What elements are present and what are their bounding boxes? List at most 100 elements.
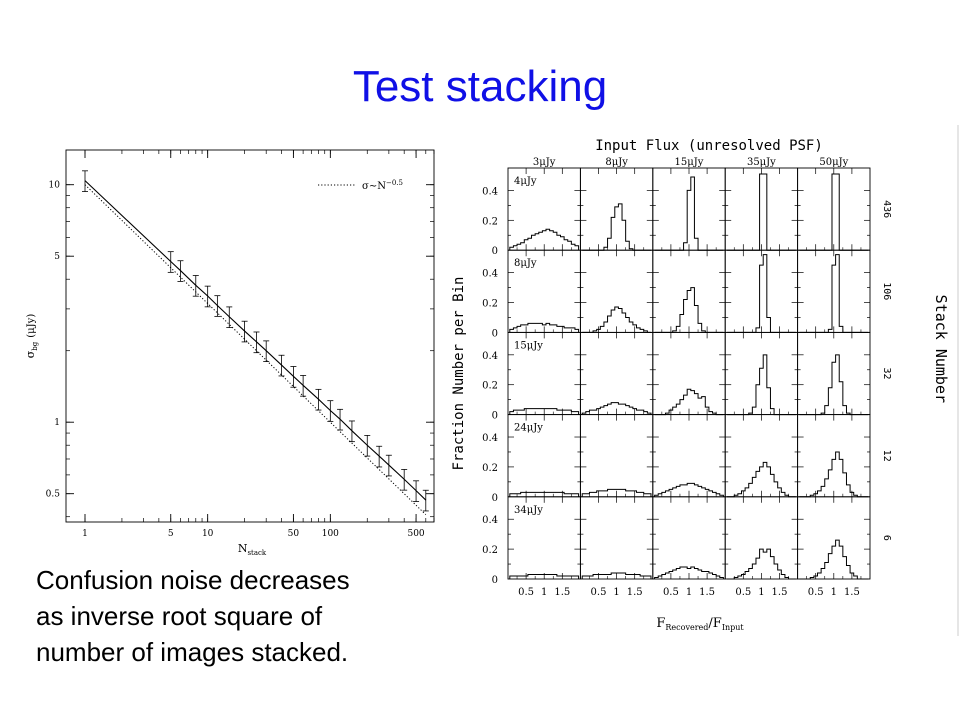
row-inner-label: 15μJy [514,340,543,351]
grid-y-tick-label: 0 [492,493,498,504]
row-inner-label: 8μJy [514,258,537,269]
y-tick-label: 0.5 [46,490,61,500]
caption-line-2: as inverse root square of [36,601,323,631]
grid-x-tick-label: 1 [541,587,547,598]
grid-x-axis-title-sub1: Recovered [665,623,708,632]
row-right-label: 6 [881,535,892,541]
x-tick-label: 500 [407,529,424,539]
grid-x-axis-title-sep: /F [708,616,721,631]
grid-y-tick-label: 0.4 [482,351,498,362]
histogram-steps [727,548,796,580]
caption-line-3: number of images stacked. [36,637,349,667]
grid-x-tick-label: 0.5 [518,587,534,598]
histogram-panel [652,249,726,333]
histogram-panel [724,414,799,498]
row-inner-label: 24μJy [514,423,543,434]
histogram-steps [799,354,869,416]
histogram-steps [654,388,724,416]
histogram-steps [654,482,724,497]
x-tick-label: 10 [202,529,214,539]
row-right-label-group: 32 [881,367,892,379]
x-tick-label: 1 [82,529,88,539]
grid-x-tick-label: 0.5 [663,587,679,598]
histogram-panel [579,249,654,333]
column-label: 8μJy [605,157,628,168]
grid-x-axis-title-sub2: Input [722,623,745,632]
grid-y-tick-label: 0 [492,575,498,586]
histogram-panel [652,167,726,251]
histogram-panel [797,249,871,333]
histogram-panel [724,167,799,251]
histogram-steps [509,228,580,251]
grid-x-tick-label: 0.5 [808,587,824,598]
grid-x-tick-label: 1 [831,587,837,598]
grid-x-tick-label: 1.5 [772,587,788,598]
row-right-label-group: 6 [881,535,892,541]
grid-x-tick-label: 0.5 [591,587,607,598]
row-right-label: 12 [881,450,892,462]
histogram-panel [652,496,726,580]
histogram-panel [652,331,726,416]
grid-y-tick-label: 0.2 [482,545,498,556]
y-tick-label: 1 [54,418,60,428]
grid-right-title-group: Stack Number [932,295,950,403]
histogram-steps [581,488,652,497]
histogram-steps [581,402,652,415]
column-label: 50μJy [819,157,848,168]
grid-x-tick-label: 1 [758,587,764,598]
histogram-panel [579,496,654,580]
grid-x-tick-label: 1.5 [554,587,570,598]
histogram-panel [724,496,799,580]
row-right-label-group: 436 [881,200,892,218]
column-label: 3μJy [533,157,556,168]
grid-y-tick-label: 0 [492,411,498,422]
histogram-steps [582,306,651,333]
grid-x-tick-label: 1.5 [627,587,643,598]
row-right-label: 106 [881,282,892,300]
histogram-steps [799,451,869,498]
histogram-panel [724,331,799,416]
histogram-steps [581,572,652,579]
histogram-steps [654,566,724,579]
left-plot-frame [65,149,435,523]
grid-y-tick-label: 0.4 [482,269,498,280]
column-label: 15μJy [675,157,704,168]
grid-x-tick-label: 1.5 [699,587,715,598]
column-label: 35μJy [747,157,776,168]
histogram-panel [652,414,726,498]
grid-y-title-group: Fraction Number per Bin [451,277,467,471]
histogram-steps [509,322,580,333]
grid-right-axis-title: Stack Number [932,295,950,403]
grid-title: Input Flux (unresolved PSF) [595,138,823,154]
histogram-panel [797,414,871,498]
histogram-panel [797,167,871,251]
histogram-panel [797,331,871,416]
histogram-steps [727,173,796,251]
y-tick-label: 10 [49,181,61,191]
grid-y-tick-label: 0.4 [482,433,498,444]
y-axis-label-sub: bg [31,341,39,350]
y-axis-label-unit: (μJy) [26,314,37,338]
grid-x-axis-title: FRecovered/FInput [656,616,744,632]
grid-y-axis-title: Fraction Number per Bin [451,277,467,471]
grid-y-tick-label: 0.2 [482,381,498,392]
grid-x-tick-label: 1.5 [844,587,860,598]
y-tick-label: 5 [54,252,60,262]
histogram-steps [582,203,651,251]
x-tick-label: 50 [288,529,300,539]
grid-x-tick-label: 0.5 [735,587,751,598]
histogram-steps [727,354,796,416]
histogram-steps [509,408,580,415]
histogram-steps [509,574,580,579]
histogram-steps [727,254,796,333]
row-inner-label: 4μJy [514,176,537,187]
legend-exponent: −0.5 [386,179,403,187]
histogram-steps [799,173,869,251]
grid-x-tick-label: 1 [686,587,692,598]
row-right-label: 436 [881,200,892,218]
row-right-label-group: 12 [881,450,892,462]
x-tick-label: 5 [168,529,174,539]
grid-y-tick-label: 0.2 [482,216,498,227]
slide-title: Test stacking [352,62,608,111]
